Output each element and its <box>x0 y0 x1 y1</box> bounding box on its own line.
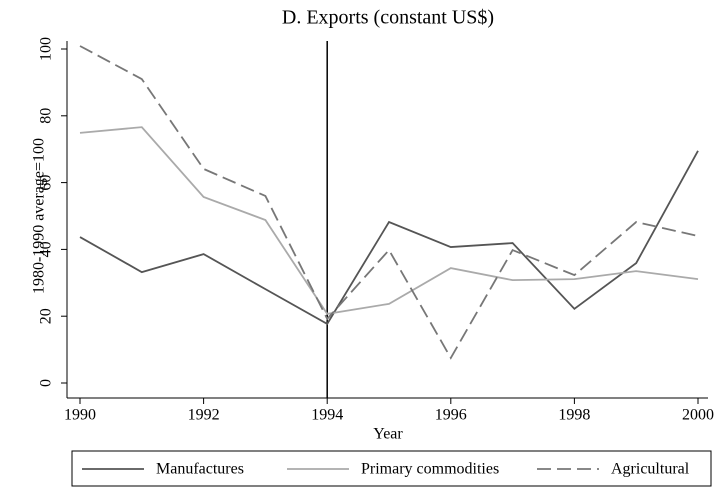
legend-label: Manufactures <box>156 461 244 478</box>
x-tick-label: 1992 <box>188 407 220 424</box>
y-tick-label: 20 <box>38 308 55 324</box>
x-tick-label: 1994 <box>311 407 343 424</box>
y-axis-label: 1980-1990 average=100 <box>31 138 48 294</box>
series-line <box>79 45 699 360</box>
y-tick-label: 80 <box>38 108 55 124</box>
y-tick-label: 0 <box>38 379 55 387</box>
legend-label: Agricultural <box>611 461 690 478</box>
series-line <box>79 126 699 315</box>
legend-label: Primary commodities <box>361 461 499 478</box>
x-tick-label: 1996 <box>435 407 467 424</box>
x-axis-label: Year <box>373 426 403 443</box>
chart-title: D. Exports (constant US$) <box>282 7 494 29</box>
series-line <box>79 150 699 326</box>
legend-box <box>71 450 712 487</box>
x-tick-label: 1990 <box>64 407 96 424</box>
y-tick-label: 60 <box>38 175 55 191</box>
x-tick-label: 1998 <box>558 407 590 424</box>
y-tick-label: 40 <box>38 241 55 257</box>
y-tick-label: 100 <box>38 37 55 61</box>
x-tick-label: 2000 <box>682 407 714 424</box>
